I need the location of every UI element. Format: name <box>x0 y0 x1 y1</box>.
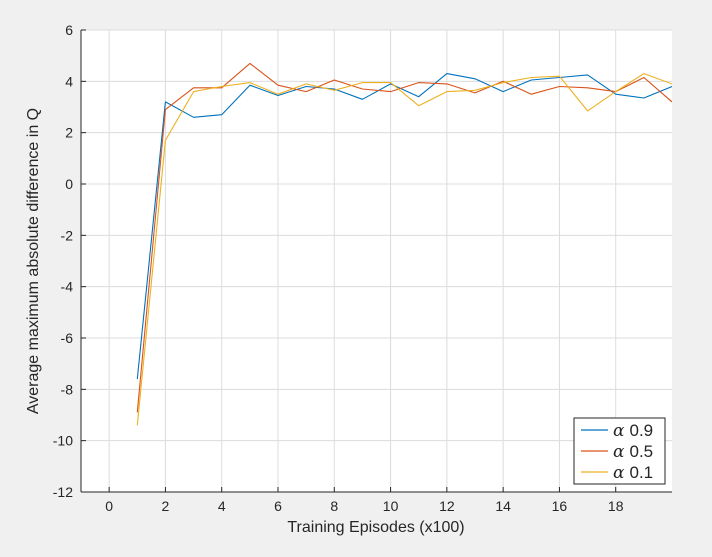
axis-frame <box>80 30 672 493</box>
y-axis-label: Average maximum absolute difference in Q <box>25 108 42 414</box>
x-tick-label: 6 <box>274 498 282 514</box>
series-layer <box>136 62 672 426</box>
y-tick-label: 6 <box>65 22 73 38</box>
legend-label-1: α 0.9 <box>613 421 653 441</box>
legend-alpha-symbol: α <box>613 463 625 483</box>
y-tick-label: 4 <box>65 73 73 89</box>
series-line-2 <box>136 62 672 413</box>
x-tick-label: 8 <box>330 498 338 514</box>
x-axis-ticks: 0 2 4 6 8 10 12 14 16 18 <box>105 487 624 514</box>
y-tick-label: 0 <box>65 176 73 192</box>
x-tick-label: 12 <box>439 498 455 514</box>
legend-alpha-value: 0.5 <box>629 442 653 461</box>
x-tick-label: 4 <box>218 498 226 514</box>
y-axis-ticks: -12 -10 -8 -6 -4 -2 0 2 4 6 <box>53 22 86 500</box>
x-tick-label: 0 <box>105 498 113 514</box>
y-tick-label: -8 <box>61 381 74 397</box>
plot-area <box>81 30 672 492</box>
y-tick-label: -12 <box>53 484 73 500</box>
legend-alpha-symbol: α <box>613 442 625 462</box>
x-axis-label: Training Episodes (x100) <box>287 519 464 536</box>
y-tick-label: -6 <box>61 330 74 346</box>
legend: α 0.9α 0.5α 0.1 <box>573 417 666 485</box>
x-tick-label: 16 <box>552 498 568 514</box>
x-tick-label: 14 <box>495 498 511 514</box>
legend-label-2: α 0.5 <box>613 442 653 462</box>
series-line-1 <box>136 73 672 380</box>
legend-label-3: α 0.1 <box>613 463 653 483</box>
legend-alpha-value: 0.1 <box>629 463 653 482</box>
x-tick-label: 18 <box>608 498 624 514</box>
y-tick-label: -10 <box>53 433 73 449</box>
x-tick-label: 2 <box>162 498 170 514</box>
y-tick-label: 2 <box>65 125 73 141</box>
y-tick-label: -4 <box>61 279 74 295</box>
y-tick-label: -2 <box>61 227 74 243</box>
legend-alpha-symbol: α <box>613 421 625 441</box>
x-tick-label: 10 <box>383 498 399 514</box>
legend-alpha-value: 0.9 <box>629 421 653 440</box>
series-line-3 <box>136 73 672 426</box>
